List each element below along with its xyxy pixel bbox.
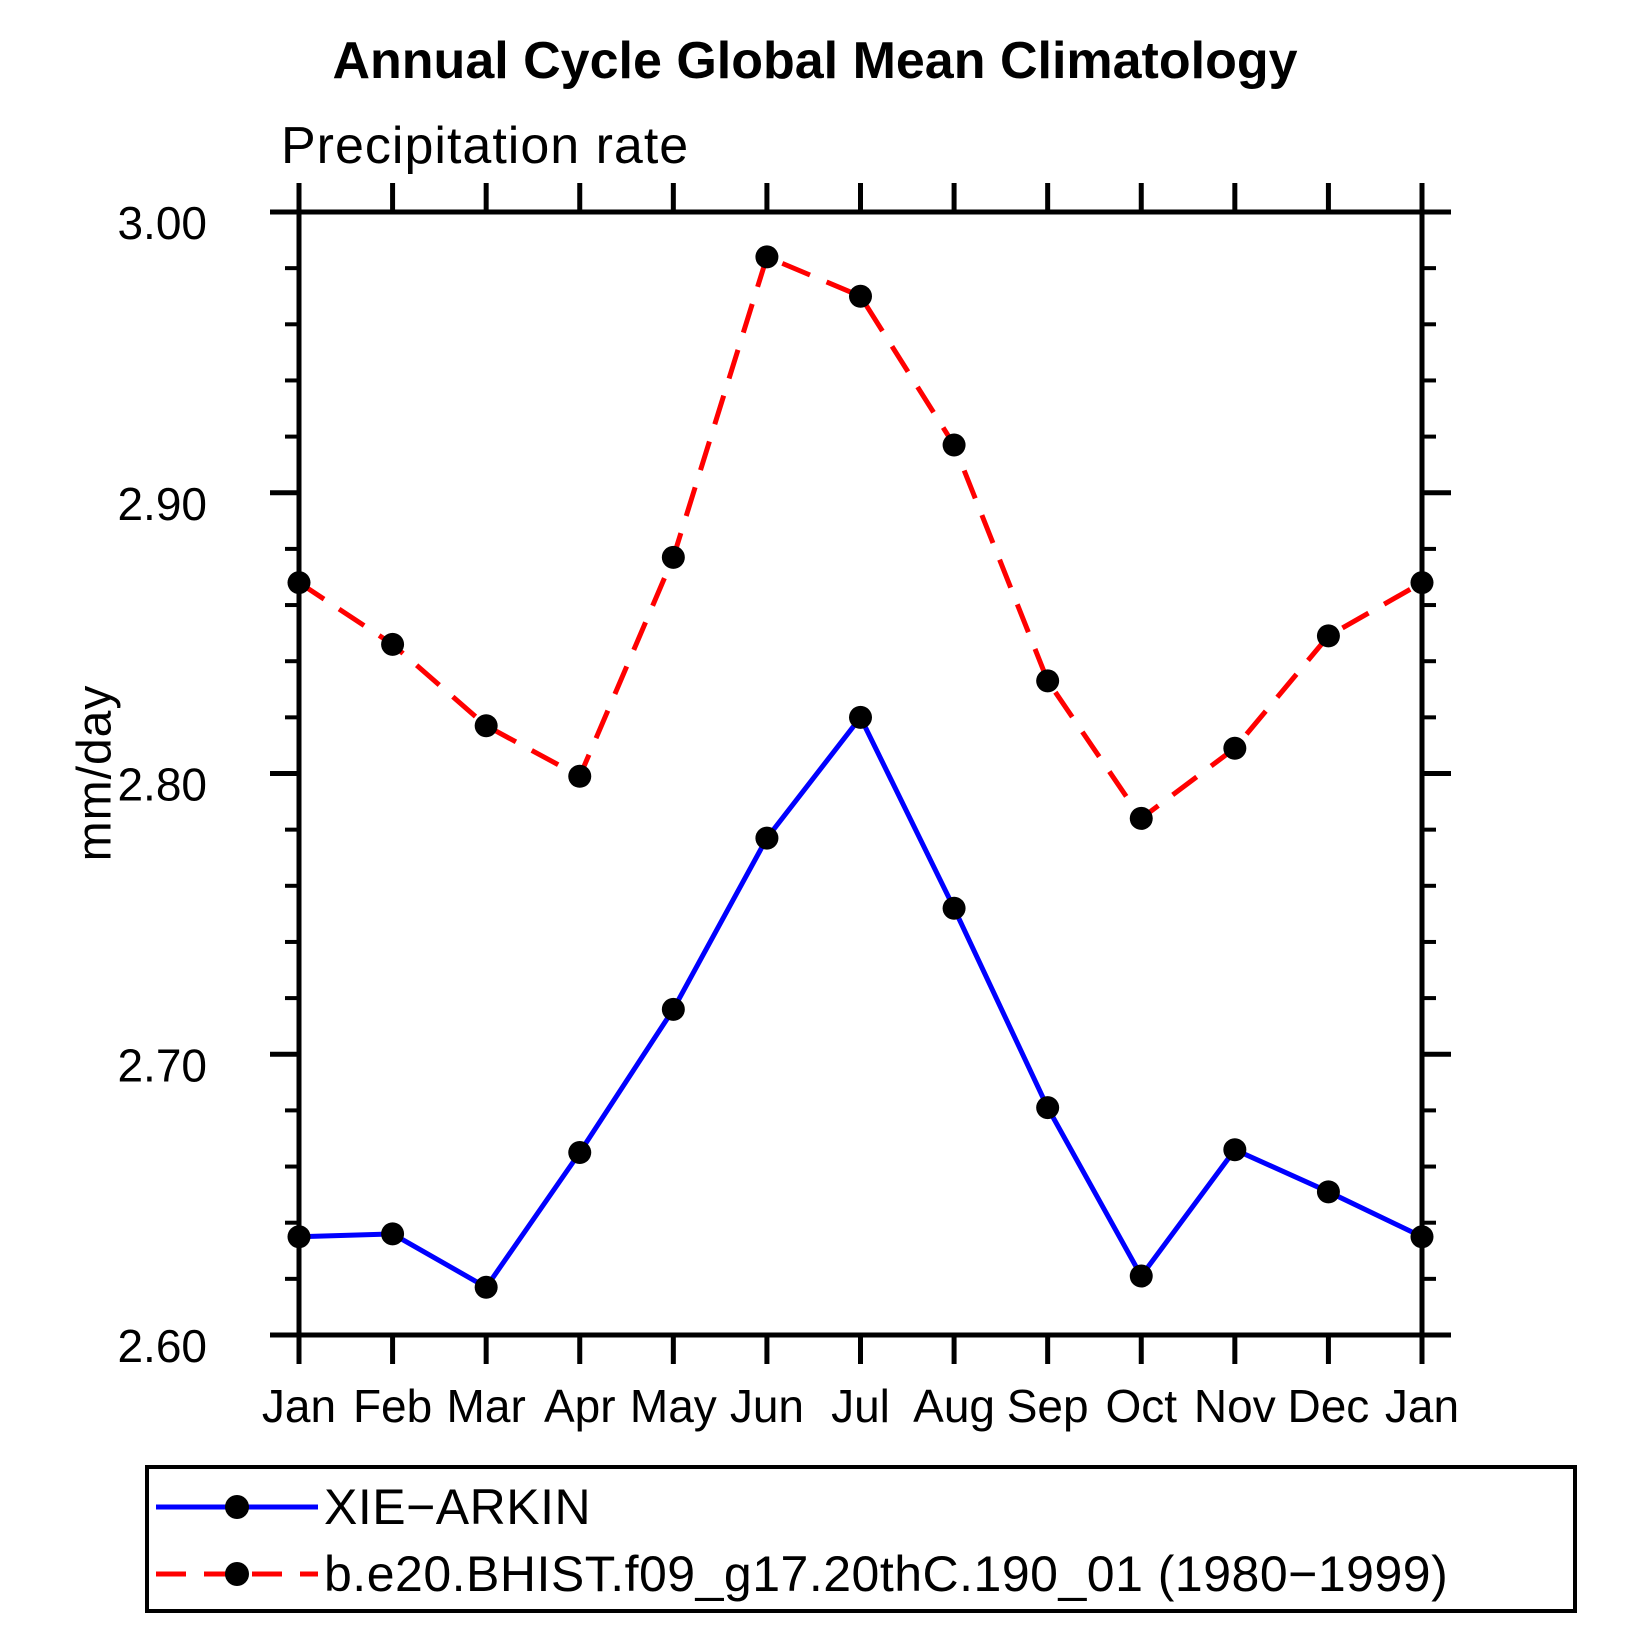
data-point-marker xyxy=(381,632,405,656)
legend-line-sample-dashed xyxy=(156,1562,318,1586)
data-point-marker xyxy=(1223,736,1247,760)
axis-ticks xyxy=(270,183,1451,1364)
x-tick-label: Mar xyxy=(447,1380,526,1432)
data-point-marker xyxy=(755,826,779,850)
y-tick-label: 3.00 xyxy=(117,197,207,249)
data-point-marker xyxy=(381,1222,405,1246)
y-tick-label: 2.70 xyxy=(117,1039,207,1091)
legend-item-model-run: b.e20.BHIST.f09_g17.20thC.190_01 (1980−1… xyxy=(152,1546,1448,1602)
plot-border xyxy=(296,209,1425,1338)
chart-title: Annual Cycle Global Mean Climatology xyxy=(332,32,1298,90)
data-point-marker xyxy=(1129,1264,1153,1288)
legend: XIE−ARKIN b.e20.BHIST.f09_g17.20thC.190_… xyxy=(145,1465,1577,1613)
data-point-marker xyxy=(568,1141,592,1165)
x-tick-label: Apr xyxy=(544,1380,616,1432)
x-tick-label: Nov xyxy=(1194,1380,1276,1432)
data-point-marker xyxy=(1129,806,1153,830)
data-point-marker xyxy=(1036,669,1060,693)
x-tick-label: Aug xyxy=(913,1380,995,1432)
y-tick-label: 2.80 xyxy=(117,759,207,811)
y-tick-label: 2.60 xyxy=(117,1320,207,1372)
x-tick-label: May xyxy=(630,1380,717,1432)
x-tick-label: Jan xyxy=(1385,1380,1459,1432)
data-point-marker xyxy=(1316,624,1340,648)
x-tick-label: Jan xyxy=(262,1380,336,1432)
legend-line-sample-solid xyxy=(156,1495,318,1519)
legend-label-xie-arkin: XIE−ARKIN xyxy=(324,1479,592,1535)
data-point-marker xyxy=(1036,1096,1060,1120)
x-tick-label: Jun xyxy=(730,1380,804,1432)
y-tick-label: 2.90 xyxy=(117,478,207,530)
data-point-marker xyxy=(1410,571,1434,595)
data-point-marker xyxy=(287,571,311,595)
data-point-marker xyxy=(755,245,779,269)
data-point-marker xyxy=(287,1225,311,1249)
x-tick-label: Feb xyxy=(353,1380,432,1432)
data-point-marker xyxy=(942,896,966,920)
x-tick-label: Sep xyxy=(1007,1380,1089,1432)
legend-label-model-run: b.e20.BHIST.f09_g17.20thC.190_01 (1980−1… xyxy=(324,1546,1449,1602)
data-point-marker xyxy=(849,284,872,308)
data-point-marker xyxy=(1410,1225,1434,1249)
axis-box xyxy=(296,209,1425,1338)
data-point-marker xyxy=(568,764,592,788)
data-point-marker xyxy=(661,545,685,569)
legend-sample-marker xyxy=(225,1562,249,1586)
x-tick-label: Oct xyxy=(1105,1380,1177,1432)
data-point-marker xyxy=(849,705,872,729)
data-point-marker xyxy=(661,997,685,1021)
series-lines xyxy=(297,253,1424,1291)
data-point-markers xyxy=(287,245,1434,1299)
series-line-1 xyxy=(297,253,1424,822)
legend-item-xie-arkin: XIE−ARKIN xyxy=(152,1479,591,1535)
data-point-marker xyxy=(1223,1138,1247,1162)
chart-subtitle: Precipitation rate xyxy=(281,117,690,175)
data-point-marker xyxy=(474,1275,498,1299)
data-point-marker xyxy=(942,433,966,457)
data-point-marker xyxy=(1316,1180,1340,1204)
series-line-0 xyxy=(298,712,1424,1291)
data-point-marker xyxy=(474,714,498,738)
axis-tick-labels: Jan Feb Mar Apr May Jun Jul Aug Sep Oct Nov Dec Jan 2… xyxy=(117,197,1459,1432)
legend-sample-marker xyxy=(225,1495,249,1519)
x-tick-label: Dec xyxy=(1288,1380,1370,1432)
x-tick-label: Jul xyxy=(831,1380,890,1432)
